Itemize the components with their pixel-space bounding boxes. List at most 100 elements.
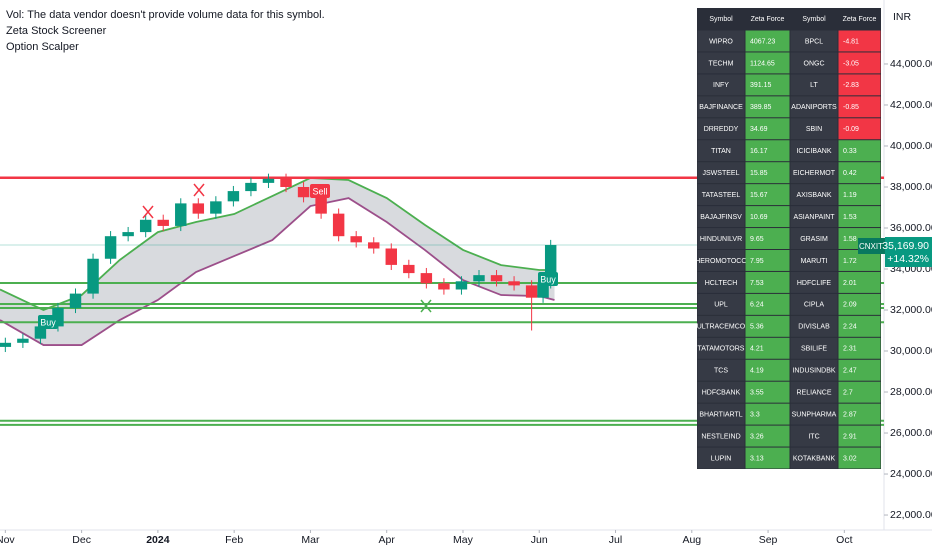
cross-marker xyxy=(142,205,154,219)
x-tick-label: Nov xyxy=(0,534,15,546)
candle-body xyxy=(104,236,117,259)
signal-box xyxy=(38,315,58,329)
symbol-box xyxy=(858,238,885,254)
table-header: Zeta Force xyxy=(843,16,877,23)
table-cell xyxy=(838,447,881,469)
table-cell xyxy=(697,96,745,118)
x-tick-label: Mar xyxy=(301,534,320,546)
table-cell xyxy=(790,381,838,403)
symbol-name: ONGC xyxy=(804,60,825,67)
table-cell xyxy=(838,359,881,381)
symbol-name: BAJFINANCE xyxy=(699,104,743,111)
table-cell xyxy=(745,315,790,337)
candle-body xyxy=(368,242,380,249)
symbol-name: BPCL xyxy=(805,38,823,45)
zeta-force-value: 10.69 xyxy=(750,214,768,221)
table-cell xyxy=(790,96,838,118)
table-cell xyxy=(790,447,838,469)
table-cell xyxy=(745,250,790,271)
price-label: 35,169.90 xyxy=(882,240,929,252)
symbol-name: INDUSINDBK xyxy=(792,368,836,375)
table-cell xyxy=(838,74,881,96)
table-cell xyxy=(697,184,745,206)
table-cell xyxy=(790,315,838,337)
table-cell xyxy=(745,403,790,425)
table-cell xyxy=(745,118,790,140)
y-tick-label: 36,000.00 xyxy=(890,222,932,234)
candle-body xyxy=(17,338,29,343)
signal-label: Sell xyxy=(312,186,327,196)
symbol-name: SBILIFE xyxy=(801,346,827,353)
candle-body xyxy=(297,186,310,198)
table-cell xyxy=(790,140,838,162)
table-cell xyxy=(697,315,745,337)
symbol-name: SBIN xyxy=(806,126,822,133)
candle-body xyxy=(490,275,503,282)
symbol-name: UPL xyxy=(714,302,728,309)
table-cell xyxy=(697,271,745,293)
legend-text: Vol: The data vendor doesn't provide vol… xyxy=(6,9,325,21)
table-cell xyxy=(790,206,838,228)
x-tick-label: Apr xyxy=(379,534,396,546)
symbol-name: KOTAKBANK xyxy=(793,455,836,462)
y-tick-label: 26,000.00 xyxy=(890,427,932,439)
zeta-force-value: 2.24 xyxy=(843,324,857,331)
symbol-name: ASIANPAINT xyxy=(793,214,835,221)
candle-body xyxy=(122,232,134,237)
zeta-force-value: -0.85 xyxy=(843,104,859,111)
table-cell xyxy=(838,381,881,403)
table-cell xyxy=(838,337,881,359)
table-header: Symbol xyxy=(802,16,826,23)
table-cell xyxy=(838,250,881,271)
x-tick-label: 2024 xyxy=(146,534,170,546)
symbol-name: JSWSTEEL xyxy=(703,170,740,177)
candle-body xyxy=(210,201,222,214)
table-cell xyxy=(790,184,838,206)
table-cell xyxy=(745,425,790,447)
symbol-name: INFY xyxy=(713,82,729,89)
currency-label: INR xyxy=(893,11,912,23)
candle-body xyxy=(175,203,187,226)
symbol-name: MARUTI xyxy=(801,258,828,265)
zeta-force-value: 34.69 xyxy=(750,126,768,133)
table-cell xyxy=(697,381,745,403)
screener-table: Symbol Zeta Force Symbol Zeta Force WIPRO 406… xyxy=(695,8,881,469)
table-cell xyxy=(697,140,745,162)
symbol-name: ITC xyxy=(808,433,819,440)
symbol-name: AXISBANK xyxy=(796,192,831,199)
x-tick-label: Jul xyxy=(609,534,622,546)
table-cell xyxy=(838,52,881,74)
table-cell xyxy=(697,403,745,425)
zeta-force-value: -2.83 xyxy=(843,82,859,89)
symbol-name: SUNPHARMA xyxy=(792,411,837,418)
y-tick-label: 22,000.00 xyxy=(890,509,932,521)
x-tick-label: Oct xyxy=(836,534,852,546)
zeta-force-value: -3.05 xyxy=(843,60,859,67)
table-cell xyxy=(745,184,790,206)
zeta-force-value: 3.02 xyxy=(843,455,857,462)
cross-marker xyxy=(193,183,205,197)
candle-body xyxy=(315,197,327,214)
symbol-name: TCS xyxy=(714,368,728,375)
table-cell xyxy=(838,184,881,206)
table-header: Zeta Force xyxy=(751,16,785,23)
zeta-force-value: 6.24 xyxy=(750,302,764,309)
table-cell xyxy=(745,293,790,315)
candle-body xyxy=(403,264,415,274)
cross-marker xyxy=(420,299,432,313)
zeta-force-value: 0.42 xyxy=(843,170,857,177)
symbol-name: ICICIBANK xyxy=(796,148,831,155)
zeta-force-value: 2.91 xyxy=(843,433,857,440)
table-cell xyxy=(697,52,745,74)
table-cell xyxy=(790,293,838,315)
table-cell xyxy=(838,293,881,315)
symbol-name: HINDUNILVR xyxy=(700,236,742,243)
symbol-name: EICHERMOT xyxy=(793,170,836,177)
symbol-name: LT xyxy=(810,82,818,89)
table-cell xyxy=(745,52,790,74)
candle-body xyxy=(0,342,12,347)
legend-text: Zeta Stock Screener xyxy=(6,25,107,37)
table-cell xyxy=(745,447,790,469)
table-cell xyxy=(790,271,838,293)
zeta-force-value: 3.55 xyxy=(750,390,764,397)
